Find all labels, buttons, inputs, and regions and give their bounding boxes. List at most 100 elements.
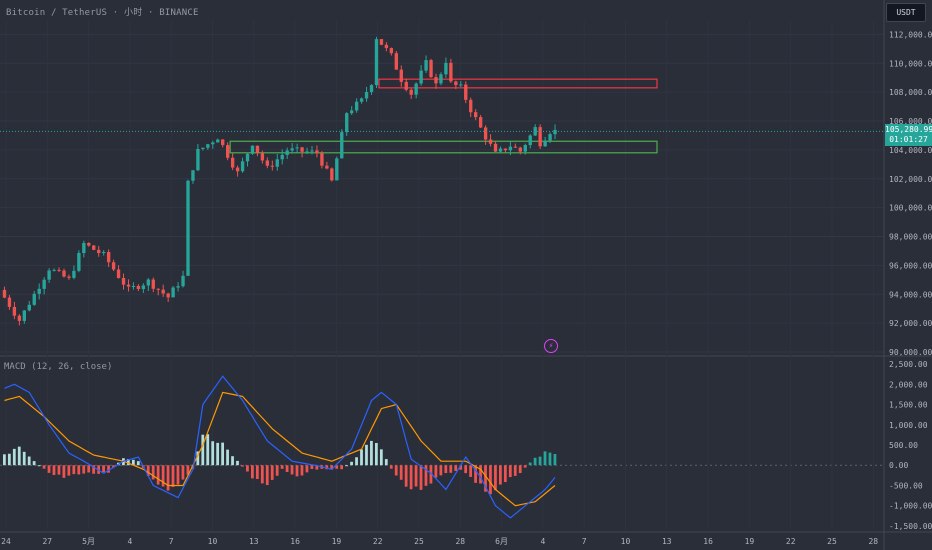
candle-body [429,60,433,78]
support-zone [229,140,658,154]
time-axis-label: 28 [868,537,878,546]
candles [2,36,557,326]
candle-body [226,145,230,158]
macd-histogram-bar [107,465,110,473]
candle-body [92,245,96,250]
macd-histogram-bar [52,465,56,476]
candle-body [553,129,557,135]
macd-histogram-bar [161,465,165,487]
macd-histogram-bar [37,465,41,467]
candle-body [77,252,81,271]
macd-histogram-bar [216,442,220,466]
macd-histogram-bar [375,442,378,466]
candle-body [102,252,106,254]
macd-histogram-bar [12,448,16,466]
candle-body [111,262,116,270]
candle-body [340,132,344,159]
candle-body [126,284,131,287]
candle-body [285,150,289,155]
candle-body [151,279,155,289]
macd-histogram-bar [251,465,254,479]
candle-body [449,62,453,82]
macd-histogram-bar [275,465,279,476]
macd-histogram-bar [201,434,205,466]
candle-body [235,167,240,172]
macd-histogram-bar [330,465,334,470]
macd-histogram-bar [459,465,463,470]
symbol-title[interactable]: Bitcoin / TetherUS · 小时 · BINANCE [6,8,199,18]
candle-body [22,310,26,321]
macd-histogram-bar [484,465,487,492]
macd-histogram-bar [265,465,269,486]
macd-histogram-bar [166,465,170,491]
macd-line [4,375,556,519]
candle-body [62,270,66,277]
candle-body [518,147,522,152]
macd-axis-label: -1,500.00 [889,522,932,531]
candle-body [171,287,175,298]
candle-body [230,157,235,168]
macd-histogram-bar [444,465,448,474]
time-axis-label: 6月 [495,537,508,546]
candle-body [72,270,76,278]
macd-histogram-bar [67,465,71,476]
macd-histogram-bar [518,465,522,474]
lightning-icon[interactable]: ⚡ [544,339,558,353]
candle-body [478,117,483,128]
candle-body [354,101,359,111]
candle-body [176,286,180,288]
candle-body [295,147,299,149]
candle-body [538,127,542,147]
candle-body [315,150,319,154]
candle-body [335,158,339,181]
time-axis-label: 27 [42,537,52,546]
candle-body [369,85,374,93]
currency-button[interactable]: USDT [886,3,926,22]
candle-body [488,139,493,144]
macd-histogram-bar [404,465,408,487]
candle-body [290,148,294,151]
time-axis-label: 10 [208,537,218,546]
candle-body [498,148,503,152]
candle-body [57,269,61,271]
candle-body [469,99,473,113]
candle-body [503,148,508,151]
macd-histogram-bar [379,449,383,466]
macd-histogram-bar [146,465,150,476]
macd-histogram-bar [82,465,86,474]
last-price-value: 105,280.99 [885,125,932,134]
macd-histogram-bar [241,465,244,467]
macd-histogram-bar [57,465,61,475]
candle-body [116,269,121,278]
macd-indicator-label[interactable]: MACD (12, 26, close) [4,362,113,372]
macd-histogram-bar [211,441,215,466]
candle-body [2,289,7,298]
candle-body [141,285,146,290]
time-axis-label: 19 [745,537,755,546]
time-axis-label: 25 [827,537,837,546]
macd-histogram-bar [365,444,368,466]
candle-body [97,249,101,254]
macd-histogram-bar [285,465,289,472]
resistance-zone [378,78,658,89]
macd-histogram-bar [97,465,100,474]
macd-histogram-bar [27,456,31,466]
macd-histogram-bar [87,465,91,473]
candle-body [245,153,250,162]
time-axis-label: 4 [540,537,545,546]
macd-axis-label: -1,000.00 [889,502,932,511]
candle-body [275,159,279,167]
candle-body [37,288,41,294]
candle-body [17,315,22,321]
candle-body [12,306,17,316]
candle-body [464,84,468,100]
macd-histogram-bar [171,465,175,487]
macd-histogram-bar [399,465,403,480]
macd-histogram-bar [325,465,329,470]
candle-body [513,146,518,148]
candle-body [32,293,36,305]
candle-body [414,83,418,95]
price-axis-label: 96,000.00 [889,261,932,270]
candle-body [379,39,384,45]
